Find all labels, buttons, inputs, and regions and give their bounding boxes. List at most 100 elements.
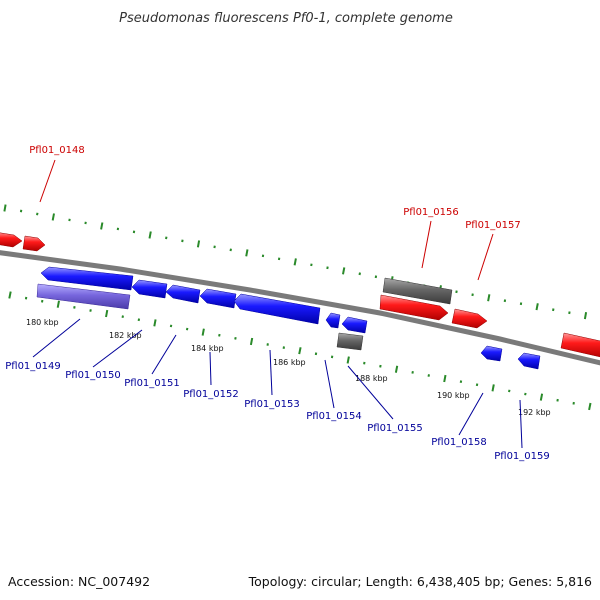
gene-label-pfl01-0149[interactable]: Pfl01_0149 [5,361,61,372]
inner-tick-mark [346,356,350,364]
inner-tick-mark [218,333,221,337]
gene-arrow-pfl01-0149[interactable] [40,266,134,291]
gene-arrow-pfl01-0154[interactable] [325,312,341,329]
outer-tick-mark [583,312,588,320]
reverse-gene-leader-lines [32,318,523,449]
gene-arrow-pfl01-0157[interactable] [451,308,488,329]
outer-tick-mark [245,249,249,257]
leader-line-pfl01-0150 [92,329,143,368]
inner-tick-mark [443,374,447,383]
outer-tick-mark [358,272,361,276]
feature-gray-lower[interactable] [336,332,364,351]
leader-line-pfl01-0151 [151,334,177,375]
inner-tick-mark [201,328,205,336]
gene-arrow-pfl01-0160[interactable] [560,332,600,358]
gene-arrow-pfl01-0153[interactable] [233,293,321,325]
inner-tick-mark [169,324,173,328]
scale-label-192-kbp: 192 kbp [518,408,551,417]
leader-line-pfl01-0159 [519,399,523,449]
genome-summary-text: Topology: circular; Length: 6,438,405 bp… [248,574,592,589]
leader-line-pfl01-0158 [458,392,484,436]
outer-tick-mark [36,212,39,216]
outer-tick-mark [51,213,55,221]
gene-label-pfl01-0156[interactable]: Pfl01_0156 [403,207,459,218]
leader-line-pfl01-0149 [32,318,81,358]
inner-tick-mark [588,402,592,411]
gene-label-pfl01-0154[interactable]: Pfl01_0154 [306,411,362,422]
inner-tick-mark [121,315,124,319]
outer-tick-mark [3,204,7,212]
outer-tick-mark [342,267,346,275]
inner-tick-mark [427,374,430,377]
inner-tick-mark [105,309,109,318]
inner-tick-mark [539,393,544,401]
inner-tick-mark [137,318,141,322]
inner-tick-mark [411,370,414,374]
accession-text: Accession: NC_007492 [8,574,150,589]
gene-arrow-pfl01-0155[interactable] [341,316,368,334]
gene-arrow-pfl01-0159[interactable] [517,352,541,370]
inner-tick-mark [475,383,479,387]
inner-tick-mark [508,389,511,393]
gene-label-pfl01-0158[interactable]: Pfl01_0158 [431,437,487,448]
scale-labels: 180 kbp 182 kbp 184 kbp 186 kbp 188 kbp … [26,318,551,417]
gene-arrow-pfl01-0147[interactable] [0,232,23,248]
genome-title: Pseudomonas fluorescens Pf0-1, complete … [119,11,453,26]
leader-line-pfl01-0156 [421,220,432,269]
gene-label-pfl01-0152[interactable]: Pfl01_0152 [183,389,239,400]
inner-tick-track [8,291,592,411]
outer-tick-mark [196,240,201,248]
inner-tick-mark [524,392,527,396]
outer-tick-mark [552,308,555,312]
outer-tick-mark [535,303,539,311]
outer-tick-mark [229,248,232,252]
scale-label-184-kbp: 184 kbp [191,344,224,353]
gene-arrow-pfl01-0150[interactable] [131,279,168,299]
selected-feature-pfl01-0149[interactable] [36,283,131,310]
inner-tick-mark [89,309,92,312]
gene-arrow-pfl01-0158[interactable] [480,345,503,362]
gene-arrow-pfl01-0152[interactable] [199,288,237,309]
scale-label-188-kbp: 188 kbp [355,374,388,383]
leader-line-pfl01-0148 [39,159,56,203]
gene-label-pfl01-0155[interactable]: Pfl01_0155 [367,423,423,434]
gene-label-pfl01-0148[interactable]: Pfl01_0148 [29,145,85,156]
gene-arrow-pfl01-0151[interactable] [165,284,201,304]
gene-arrow-pfl01-0148[interactable] [22,235,46,252]
forward-gene-labels [39,159,494,281]
inner-tick-mark [491,384,495,392]
gene-label-pfl01-0150[interactable]: Pfl01_0150 [65,370,121,381]
genome-backbone [0,250,600,366]
leader-line-pfl01-0152 [209,351,212,386]
scale-label-190-kbp: 190 kbp [437,391,470,400]
non-coding-features [336,277,453,351]
outer-tick-mark [148,231,152,239]
leader-line-pfl01-0155 [347,365,394,420]
inner-tick-mark [153,319,157,327]
scale-label-182-kbp: 182 kbp [109,331,142,340]
gene-label-pfl01-0157[interactable]: Pfl01_0157 [465,220,521,231]
gene-label-pfl01-0153[interactable]: Pfl01_0153 [244,399,300,410]
gene-label-pfl01-0159[interactable]: Pfl01_0159 [494,451,550,462]
gene-label-pfl01-0151[interactable]: Pfl01_0151 [124,378,180,389]
scale-label-180-kbp: 180 kbp [26,318,59,327]
inner-tick-mark [185,327,189,331]
inner-tick-mark [249,337,254,346]
outer-tick-mark [293,258,297,266]
leader-line-pfl01-0154 [324,359,335,409]
inner-tick-mark [8,291,12,299]
forward-strand-genes [0,232,600,358]
feature-gray-upper[interactable] [382,277,453,305]
scale-label-186-kbp: 186 kbp [273,358,306,367]
leader-line-pfl01-0153 [269,349,273,396]
inner-tick-mark [298,347,302,355]
gene-arrow-pfl01-0156[interactable] [379,294,449,321]
inner-tick-mark [394,365,399,373]
reverse-strand-genes [40,266,541,370]
outer-tick-mark [165,236,168,240]
inner-tick-mark [234,336,237,340]
outer-tick-mark [487,294,491,302]
inner-tick-mark [459,380,463,384]
inner-tick-mark [56,300,60,308]
